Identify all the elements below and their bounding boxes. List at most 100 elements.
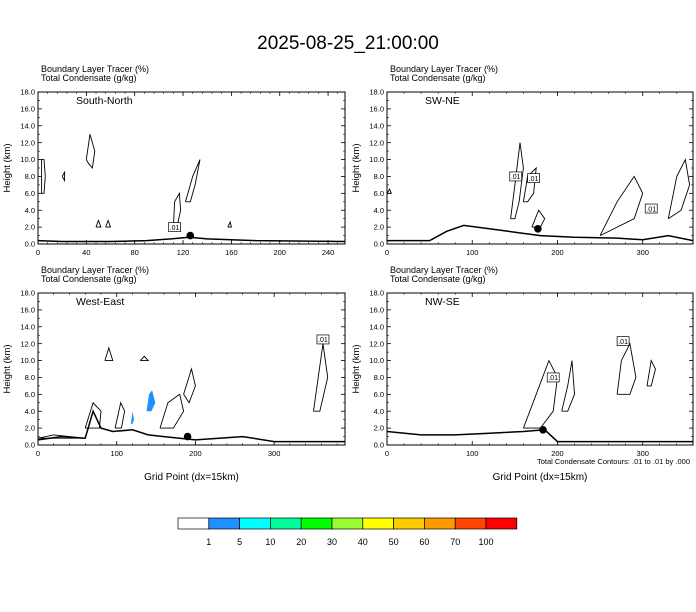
y-tick-label: 10.0 — [20, 356, 35, 365]
y-tick-label: 12.0 — [369, 138, 384, 147]
svg-text:.01: .01 — [529, 176, 539, 183]
y-tick-label: 12.0 — [369, 339, 384, 348]
tracer-shading — [130, 411, 134, 424]
x-tick-label: 200 — [273, 248, 286, 257]
svg-text:.01: .01 — [646, 206, 656, 213]
plot-area: .01 — [38, 334, 345, 443]
colorbar-label: 1 — [206, 537, 211, 547]
y-tick-label: 0.0 — [25, 240, 35, 249]
condensate-contour — [41, 159, 46, 194]
terrain-line — [387, 429, 693, 443]
x-tick-label: 0 — [385, 449, 389, 458]
colorbar-label: 60 — [419, 537, 429, 547]
condensate-contour — [561, 360, 575, 412]
condensate-contour — [599, 175, 644, 237]
colorbar-cell — [208, 517, 240, 530]
x-tick-label: 200 — [189, 449, 202, 458]
condensate-contour — [510, 142, 524, 220]
y-tick-label: 6.0 — [25, 390, 35, 399]
svg-text:.01: .01 — [511, 174, 521, 181]
colorbar-cell — [270, 517, 302, 530]
contour-label: .01 — [616, 336, 630, 346]
x-tick-label: 200 — [551, 248, 564, 257]
condensate-contour — [85, 134, 96, 170]
x-tick-label: 80 — [131, 248, 139, 257]
colorbar-cell — [177, 517, 210, 530]
colorbar-label: 40 — [358, 537, 368, 547]
colorbar-label: 5 — [237, 537, 242, 547]
x-tick-label: 0 — [385, 248, 389, 257]
figure-title: 2025-08-25_21:00:00 — [257, 33, 439, 54]
x-axis-label: Grid Point (dx=15km) — [493, 472, 588, 483]
y-tick-label: 12.0 — [20, 339, 35, 348]
y-tick-label: 2.0 — [374, 424, 384, 433]
panel-1: Boundary Layer Tracer (%)Total Condensat… — [2, 64, 346, 257]
y-axis-label: Height (km) — [351, 344, 362, 393]
condensate-contour — [139, 355, 150, 362]
x-tick-label: 100 — [466, 248, 479, 257]
condensate-contour — [646, 359, 656, 387]
svg-text:.01: .01 — [318, 337, 328, 344]
location-marker — [539, 426, 547, 434]
y-tick-label: 0.0 — [374, 240, 384, 249]
colorbar-label: 50 — [389, 537, 399, 547]
colorbar-cell — [362, 517, 394, 530]
svg-text:.01: .01 — [170, 225, 180, 232]
colorbar-label: 30 — [327, 537, 337, 547]
y-tick-label: 6.0 — [374, 189, 384, 198]
contour-label: .01 — [546, 372, 560, 383]
y-tick-label: 8.0 — [25, 373, 35, 382]
terrain-line — [38, 236, 345, 243]
contour-footnote: Total Condensate Contours: .01 to .01 by… — [537, 457, 690, 466]
panel-4: Boundary Layer Tracer (%)Total Condensat… — [351, 265, 694, 483]
plot-frame — [386, 91, 694, 245]
plot-area: .01 .01 — [387, 336, 693, 443]
panel-header-tracer: Boundary Layer Tracer (%) — [41, 64, 149, 74]
panel-header-tracer: Boundary Layer Tracer (%) — [390, 64, 498, 74]
x-tick-label: 300 — [636, 248, 649, 257]
colorbar-cell — [331, 517, 364, 530]
condensate-contour — [105, 219, 112, 228]
colorbar-label: 100 — [478, 537, 493, 547]
y-tick-label: 18.0 — [369, 88, 384, 97]
y-tick-label: 4.0 — [25, 407, 35, 416]
x-tick-label: 300 — [636, 449, 649, 458]
contour-label: .01 — [527, 173, 540, 183]
condensate-contour — [183, 367, 196, 404]
colorbar: 1 5 10 20 30 40 50 60 70 100 — [177, 517, 518, 547]
panel-header-tracer: Boundary Layer Tracer (%) — [41, 265, 149, 275]
colorbar-cell — [239, 517, 271, 530]
condensate-contour — [114, 401, 126, 429]
plot-area: .01 .01 .01 — [387, 142, 693, 242]
x-tick-label: 40 — [82, 248, 90, 257]
terrain-line — [38, 409, 345, 443]
y-axis-label: Height (km) — [2, 143, 13, 192]
colorbar-cell — [485, 517, 518, 530]
y-tick-label: 8.0 — [374, 172, 384, 181]
condensate-contour — [95, 219, 102, 228]
colorbar-cell — [454, 517, 487, 530]
y-tick-label: 4.0 — [374, 206, 384, 215]
y-tick-label: 14.0 — [20, 121, 35, 130]
condensate-contour — [84, 401, 102, 429]
location-marker — [183, 432, 192, 441]
panel-header-condensate: Total Condensate (g/kg) — [390, 274, 486, 284]
colorbar-label: 20 — [296, 537, 306, 547]
x-tick-label: 200 — [551, 449, 564, 458]
y-tick-label: 18.0 — [20, 289, 35, 298]
location-marker — [186, 231, 195, 240]
contour-label: .01 — [644, 203, 658, 214]
panel-2: Boundary Layer Tracer (%)Total Condensat… — [351, 64, 694, 257]
contour-label: .01 — [509, 171, 523, 182]
y-tick-label: 14.0 — [369, 322, 384, 331]
contour-label: .01 — [316, 334, 330, 345]
condensate-contour — [313, 343, 329, 412]
x-tick-label: 100 — [466, 449, 479, 458]
y-tick-label: 4.0 — [25, 206, 35, 215]
panel-3: Boundary Layer Tracer (%)Total Condensat… — [2, 265, 346, 483]
y-tick-label: 8.0 — [374, 373, 384, 382]
panel-header-condensate: Total Condensate (g/kg) — [390, 73, 486, 83]
y-tick-label: 0.0 — [25, 441, 35, 450]
colorbar-label: 70 — [450, 537, 460, 547]
